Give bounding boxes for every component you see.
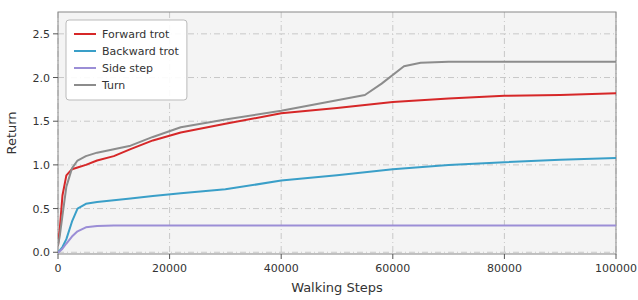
legend-label: Backward trot [102, 45, 180, 58]
grid-line [281, 12, 282, 254]
series-line [58, 226, 616, 253]
tick [616, 254, 617, 259]
axes: 0.0 0.5 1.0 1.5 2.0 2.5 0 20000 40000 60000 80000 1… [33, 28, 638, 275]
y-axis-label: Return [4, 111, 19, 154]
tick [53, 33, 58, 34]
legend-swatch [74, 33, 96, 35]
tick-label: 40000 [264, 262, 299, 275]
tick-label: 2.0 [33, 72, 51, 85]
grid-line [58, 252, 616, 253]
grid-line [58, 208, 616, 209]
series-line [58, 93, 616, 245]
legend-label: Side step [102, 62, 153, 75]
tick [53, 77, 58, 78]
legend-frame [66, 20, 187, 100]
grid-line [58, 164, 616, 165]
tick-label: 100000 [595, 262, 637, 275]
plot-background [58, 12, 616, 254]
legend-swatch [74, 50, 96, 52]
grid-line [504, 12, 505, 254]
grid-line [58, 121, 616, 122]
tick [53, 252, 58, 253]
tick [58, 254, 59, 259]
legend-swatch [74, 84, 96, 86]
series-line [58, 158, 616, 252]
tick [504, 254, 505, 259]
tick [392, 254, 393, 259]
tick-label: 20000 [152, 262, 187, 275]
tick-label: 80000 [487, 262, 522, 275]
tick-label: 1.0 [33, 159, 51, 172]
tick-label: 0.0 [33, 246, 51, 259]
tick [53, 164, 58, 165]
grid [58, 12, 616, 254]
x-axis-label: Walking Steps [291, 280, 383, 295]
tick [169, 254, 170, 259]
legend-swatch [74, 67, 96, 69]
tick [53, 208, 58, 209]
tick [281, 254, 282, 259]
chart: 0.0 0.5 1.0 1.5 2.0 2.5 0 20000 40000 60000 80000 1… [0, 0, 638, 300]
plot-frame [58, 12, 616, 254]
tick-label: 0 [55, 262, 62, 275]
tick-label: 1.5 [33, 115, 51, 128]
tick [53, 121, 58, 122]
legend: Forward trot Backward trot Side step Turn [66, 20, 187, 100]
tick-label: 0.5 [33, 203, 51, 216]
tick-label: 60000 [375, 262, 410, 275]
tick-label: 2.5 [33, 28, 51, 41]
legend-label: Turn [101, 79, 125, 92]
grid-line [392, 12, 393, 254]
legend-label: Forward trot [102, 28, 170, 41]
